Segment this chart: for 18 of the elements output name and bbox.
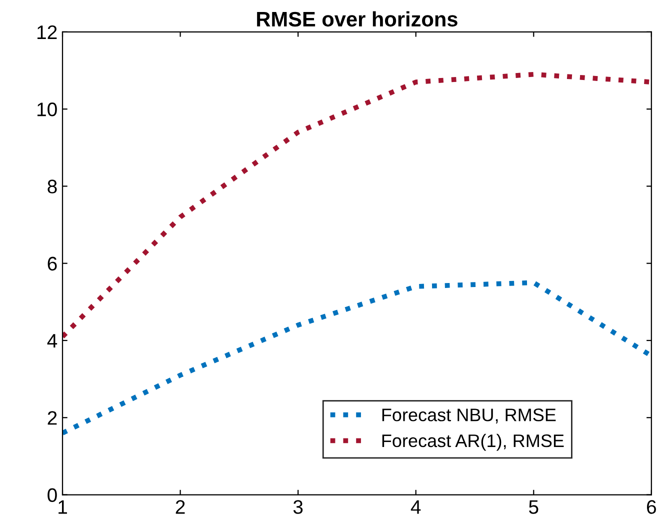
x-tick-label: 5 bbox=[529, 500, 538, 514]
x-tick-label: 6 bbox=[647, 500, 656, 514]
x-tick-label: 4 bbox=[410, 500, 421, 514]
x-tick-label: 3 bbox=[293, 500, 303, 514]
y-tick-label: 8 bbox=[48, 180, 57, 194]
x-tick-label: 1 bbox=[58, 500, 67, 514]
y-tick-label: 0 bbox=[48, 488, 57, 502]
y-tick-label: 12 bbox=[38, 25, 57, 39]
y-tick-label: 6 bbox=[48, 256, 57, 271]
legend-label: Forecast NBU, RMSE bbox=[382, 408, 556, 424]
line-series bbox=[62, 72, 652, 340]
chart-title: RMSE over horizons bbox=[257, 11, 458, 27]
y-tick-label: 2 bbox=[48, 411, 57, 425]
x-tick-label: 2 bbox=[176, 500, 185, 514]
line-series bbox=[62, 280, 652, 436]
y-tick-label: 4 bbox=[47, 334, 58, 348]
y-tick-label: 10 bbox=[38, 102, 57, 116]
legend-label: Forecast AR(1), RMSE bbox=[382, 434, 564, 451]
